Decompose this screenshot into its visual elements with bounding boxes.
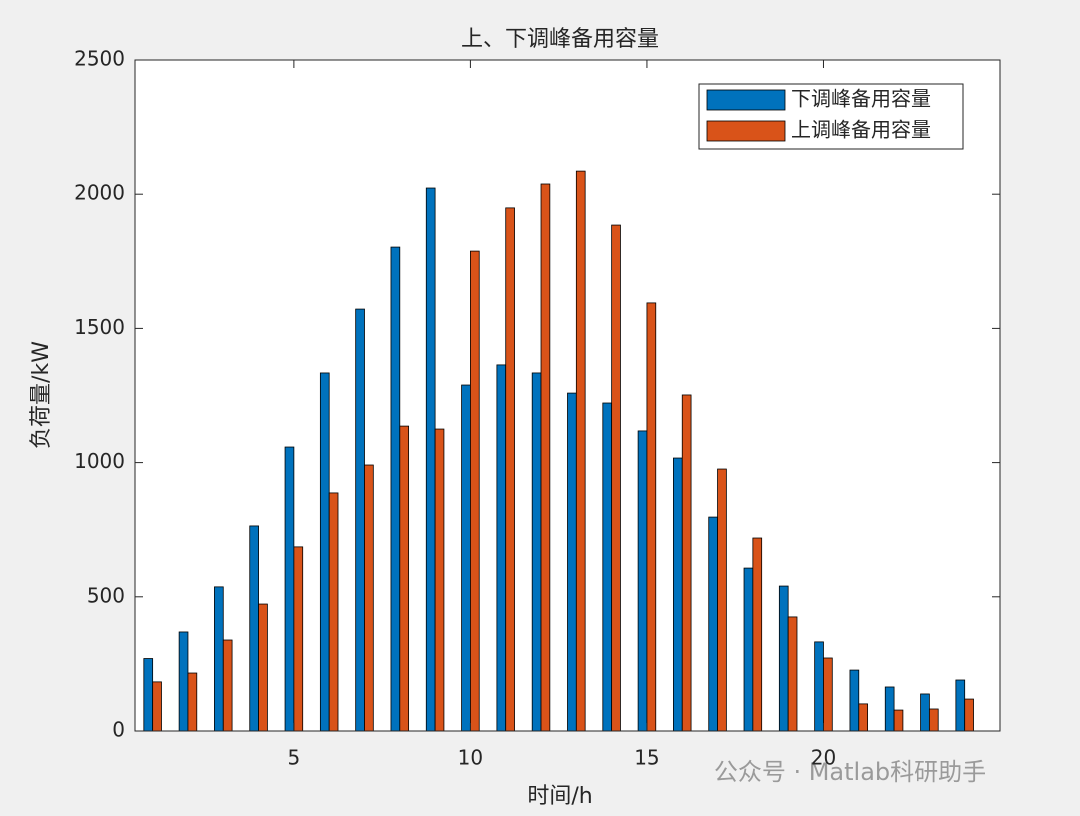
- bar: [575, 170, 586, 732]
- bar: [355, 308, 365, 732]
- bar: [611, 224, 621, 732]
- x-tick-label: 5: [288, 746, 301, 770]
- bar: [893, 709, 904, 732]
- bar: [567, 392, 577, 732]
- bar: [637, 430, 648, 732]
- x-tick-label: 10: [458, 746, 483, 770]
- bar: [928, 708, 939, 732]
- axes-box: [134, 59, 1001, 732]
- y-tick-label: 500: [87, 583, 125, 607]
- watermark: 公众号 · Matlab科研助手: [714, 758, 986, 786]
- bar: [884, 686, 895, 732]
- legend-label: 下调峰备用容量: [791, 87, 931, 111]
- bar: [214, 586, 224, 732]
- bar: [823, 657, 833, 732]
- bar: [787, 616, 798, 732]
- y-tick-label: 2000: [74, 181, 125, 205]
- bar: [293, 546, 304, 732]
- x-tick-label: 20: [811, 746, 836, 770]
- bar: [849, 669, 860, 732]
- bar: [222, 639, 233, 732]
- bar: [708, 516, 718, 732]
- bar: [390, 246, 401, 732]
- chart-title: 上、下调峰备用容量: [461, 27, 659, 52]
- x-tick-label: 15: [634, 746, 659, 770]
- bar: [249, 525, 259, 732]
- legend-label: 上调峰备用容量: [791, 118, 931, 142]
- bar: [681, 394, 692, 732]
- bar: [858, 703, 869, 732]
- bar: [752, 537, 763, 732]
- y-tick-label: 1000: [74, 449, 125, 473]
- y-axis-label: 负荷量/kW: [29, 341, 54, 449]
- bar: [258, 603, 268, 732]
- bar: [673, 457, 683, 732]
- bar: [505, 207, 515, 732]
- bar: [284, 446, 295, 732]
- bar: [955, 679, 966, 732]
- bar: [964, 698, 974, 732]
- bar: [328, 492, 339, 732]
- bar: [425, 187, 436, 732]
- y-tick-label: 2500: [74, 47, 125, 71]
- bar: [814, 641, 824, 732]
- bar: [496, 364, 507, 732]
- bar: [646, 302, 657, 732]
- x-axis-label: 时间/h: [527, 784, 592, 809]
- bar: [319, 372, 330, 732]
- bar: [470, 250, 480, 732]
- bar: [143, 658, 154, 732]
- bar: [434, 428, 445, 732]
- y-tick-label: 0: [112, 718, 125, 742]
- legend-swatch: [706, 120, 786, 142]
- bar: [152, 681, 162, 732]
- bar: [743, 567, 754, 732]
- bar: [187, 672, 198, 732]
- bar: [717, 468, 727, 732]
- bar: [399, 425, 410, 732]
- bar: [364, 464, 374, 732]
- bar: [178, 631, 189, 732]
- legend-swatch: [706, 89, 786, 111]
- bar: [778, 585, 789, 732]
- bar: [540, 183, 551, 732]
- bar: [531, 372, 542, 732]
- bar: [461, 384, 471, 732]
- bar: [602, 402, 613, 732]
- y-tick-label: 1500: [74, 315, 125, 339]
- bar: [920, 693, 930, 732]
